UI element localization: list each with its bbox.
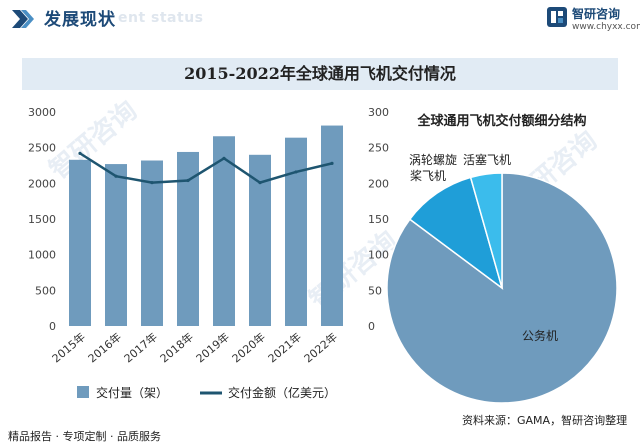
bar-mark xyxy=(141,160,163,326)
section-subtitle: ent status xyxy=(118,10,204,26)
y-left-tick-label: 500 xyxy=(35,284,56,297)
x-tick-label: 2022年 xyxy=(301,330,340,366)
y-left-tick-label: 1500 xyxy=(28,213,56,226)
line-point xyxy=(258,181,262,185)
line-point xyxy=(78,151,82,155)
bar-mark xyxy=(105,164,127,326)
y-left-tick-label: 2500 xyxy=(28,142,56,155)
section-title: 发展现状 xyxy=(44,10,116,30)
page-header: 发展现状 ent status 智研咨询 www.chyxx.com xyxy=(0,0,640,44)
pie-label-turboprop: 桨飞机 xyxy=(410,169,446,183)
x-tick-label: 2021年 xyxy=(265,330,304,366)
footer-tagline: 精品报告 · 专项定制 · 品质服务 xyxy=(8,430,161,443)
legend-swatch-bar xyxy=(77,386,89,398)
bar-mark xyxy=(321,125,343,326)
x-tick-label: 2020年 xyxy=(229,330,268,366)
chart-canvas: 0 500 1000 1500 2000 2500 3000 0 50 100 150 200 250 3… xyxy=(28,106,618,404)
brand-url[interactable]: www.chyxx.com xyxy=(572,22,640,32)
bar-mark xyxy=(249,154,271,326)
pie-slice xyxy=(469,172,503,289)
y-right-tick-label: 150 xyxy=(368,213,389,226)
chart-title: 2015-2022年全球通用飞机交付情况 xyxy=(184,64,456,83)
y-right-tick-label: 200 xyxy=(368,177,389,190)
x-tick-label: 2016年 xyxy=(85,330,124,366)
double-chevron-icon xyxy=(12,10,34,28)
bar-mark xyxy=(177,151,199,326)
brand-name: 智研咨询 xyxy=(572,7,621,21)
chart-title-bar: 2015-2022年全球通用飞机交付情况 xyxy=(22,58,618,90)
x-tick-label: 2015年 xyxy=(49,330,88,366)
pie-label-turboprop: 涡轮螺旋 xyxy=(409,153,457,167)
y-right-tick-label: 50 xyxy=(368,284,382,297)
line-point xyxy=(150,181,154,185)
brand-logo-icon xyxy=(547,7,567,27)
line-point xyxy=(294,170,298,174)
page-footer xyxy=(0,422,640,445)
y-right-tick-label: 100 xyxy=(368,249,389,262)
pie-title: 全球通用飞机交付额细分结构 xyxy=(416,113,586,129)
y-left-tick-label: 3000 xyxy=(28,106,56,119)
y-left-tick-label: 2000 xyxy=(28,177,56,190)
pie-label-piston: 活塞飞机 xyxy=(463,152,511,167)
y-left-tick-label: 0 xyxy=(49,320,56,333)
source-note: 资料来源：GAMA，智研咨询整理 xyxy=(462,414,628,427)
y-right-tick-label: 250 xyxy=(368,142,389,155)
x-tick-label: 2019年 xyxy=(193,330,232,366)
y-left-tick-label: 1000 xyxy=(28,249,56,262)
pie-label-business-jet: 公务机 xyxy=(522,328,558,343)
y-right-tick-label: 300 xyxy=(368,106,389,119)
legend-label-value: 交付金额（亿美元） xyxy=(228,385,336,400)
line-point xyxy=(186,178,190,183)
legend-label-volume: 交付量（架） xyxy=(96,385,168,400)
line-point xyxy=(330,161,334,165)
line-point xyxy=(222,156,226,160)
pie-slice xyxy=(408,176,504,290)
bar-mark xyxy=(69,159,91,326)
bar-mark xyxy=(285,137,307,326)
line-series xyxy=(79,152,333,184)
x-tick-label: 2017年 xyxy=(121,330,160,366)
y-right-tick-label: 0 xyxy=(368,320,375,333)
x-tick-label: 2018年 xyxy=(157,330,196,366)
bar-mark xyxy=(213,136,235,326)
line-point xyxy=(114,174,118,178)
